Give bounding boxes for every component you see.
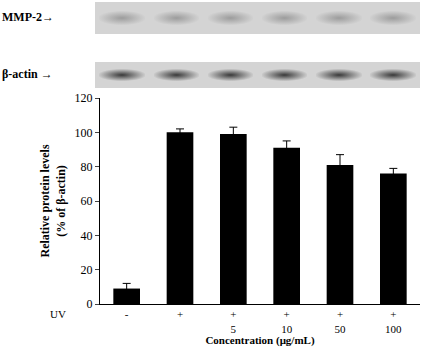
svg-text:+5: +5 — [230, 308, 236, 334]
svg-text:0: 0 — [87, 297, 93, 311]
svg-text:+10: +10 — [281, 308, 293, 334]
svg-text:20: 20 — [81, 263, 93, 277]
svg-text:+100: +100 — [385, 308, 402, 334]
svg-text:100: 100 — [75, 126, 93, 140]
svg-text:Concentration (μg/mL): Concentration (μg/mL) — [205, 335, 315, 348]
svg-text:+50: +50 — [335, 308, 347, 334]
html-text:MMP-2→: MMP-2→ — [2, 10, 54, 24]
svg-text:UV: UV — [50, 308, 66, 320]
svg-text:-: - — [125, 308, 129, 334]
svg-text:120: 120 — [75, 91, 93, 105]
svg-text:80: 80 — [81, 160, 93, 174]
svg-text:40: 40 — [81, 229, 93, 243]
svg-text:Relative protein levels(% of β: Relative protein levels(% of β-actin) — [38, 144, 68, 257]
svg-text:+: + — [177, 308, 183, 334]
html-text:β-actin →: β-actin → — [2, 67, 53, 81]
svg-text:60: 60 — [81, 194, 93, 208]
